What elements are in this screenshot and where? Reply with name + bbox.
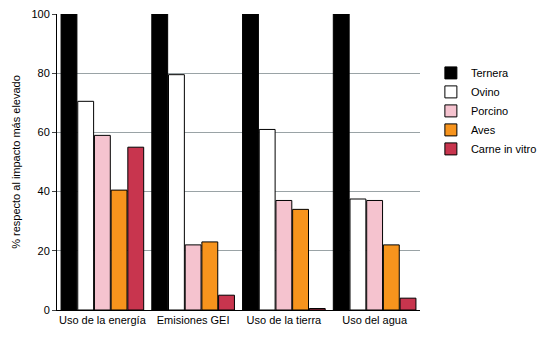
svg-text:Ternera: Ternera [471,67,509,79]
svg-text:Aves: Aves [471,124,496,136]
svg-text:Porcino: Porcino [471,105,508,117]
svg-text:Carne in vitro: Carne in vitro [471,143,536,155]
svg-text:Uso de la tierra: Uso de la tierra [247,314,322,326]
svg-text:0: 0 [44,304,50,316]
svg-text:100: 100 [31,8,49,20]
svg-text:60: 60 [38,126,50,138]
svg-text:Uso de la energía: Uso de la energía [59,314,147,326]
svg-text:Ovino: Ovino [471,86,500,98]
svg-text:40: 40 [38,185,50,197]
svg-text:80: 80 [38,67,50,79]
svg-text:Emisiones GEI: Emisiones GEI [157,314,230,326]
svg-text:Uso del agua: Uso del agua [342,314,408,326]
svg-text:20: 20 [38,245,50,257]
svg-text:% respecto al impacto más elev: % respecto al impacto más elevado [10,75,22,249]
